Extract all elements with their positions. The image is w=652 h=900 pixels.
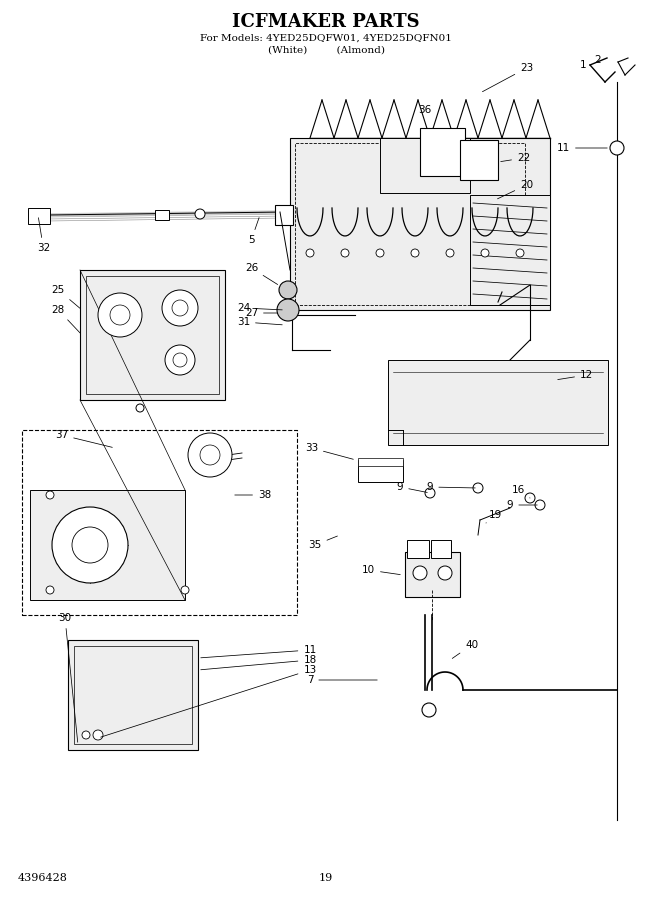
- Bar: [470, 195, 550, 305]
- Circle shape: [610, 141, 624, 155]
- Bar: [407, 540, 429, 558]
- Text: 1: 1: [580, 60, 586, 70]
- Circle shape: [277, 299, 299, 321]
- Circle shape: [72, 527, 108, 563]
- Bar: [405, 552, 460, 597]
- Circle shape: [200, 445, 220, 465]
- Text: 31: 31: [237, 317, 282, 327]
- Circle shape: [473, 483, 483, 493]
- Text: 19: 19: [319, 873, 333, 883]
- Circle shape: [110, 305, 130, 325]
- Circle shape: [172, 300, 188, 316]
- Text: 2: 2: [595, 55, 601, 65]
- Text: ICFMAKER PARTS: ICFMAKER PARTS: [232, 13, 420, 31]
- Text: 30: 30: [59, 613, 78, 742]
- Circle shape: [376, 249, 384, 257]
- Bar: [155, 210, 169, 220]
- Text: 28: 28: [52, 305, 80, 333]
- Bar: [290, 138, 550, 310]
- Bar: [80, 270, 225, 400]
- Circle shape: [411, 249, 419, 257]
- Bar: [86, 276, 219, 394]
- Text: 10: 10: [362, 565, 400, 575]
- Text: 7: 7: [306, 675, 378, 685]
- Circle shape: [525, 493, 535, 503]
- Text: 13: 13: [100, 665, 317, 737]
- Text: 37: 37: [55, 430, 112, 447]
- Text: 20: 20: [497, 180, 533, 199]
- Circle shape: [535, 500, 545, 510]
- Text: 5: 5: [248, 218, 259, 245]
- Text: 23: 23: [482, 63, 533, 92]
- Circle shape: [136, 404, 144, 412]
- Circle shape: [173, 353, 187, 367]
- Text: 33: 33: [304, 443, 353, 459]
- Bar: [74, 646, 192, 744]
- Text: For Models: 4YED25DQFW01, 4YED25DQFN01: For Models: 4YED25DQFW01, 4YED25DQFN01: [200, 33, 452, 42]
- Circle shape: [438, 566, 452, 580]
- Circle shape: [165, 345, 195, 375]
- Circle shape: [516, 249, 524, 257]
- Bar: [420, 128, 465, 176]
- Text: 27: 27: [244, 308, 277, 318]
- Bar: [28, 208, 50, 224]
- Text: 35: 35: [308, 536, 338, 550]
- Circle shape: [279, 281, 297, 299]
- Bar: [358, 458, 403, 466]
- Circle shape: [188, 433, 232, 477]
- Text: 22: 22: [501, 153, 530, 163]
- Bar: [68, 640, 198, 750]
- Circle shape: [46, 586, 54, 594]
- Circle shape: [195, 209, 205, 219]
- Circle shape: [425, 488, 435, 498]
- Text: 32: 32: [37, 218, 50, 253]
- Circle shape: [413, 566, 427, 580]
- Circle shape: [481, 249, 489, 257]
- Circle shape: [46, 491, 54, 499]
- Circle shape: [93, 730, 103, 740]
- Text: 18: 18: [201, 655, 317, 670]
- Circle shape: [181, 586, 189, 594]
- Bar: [275, 205, 293, 225]
- Circle shape: [341, 249, 349, 257]
- Text: 9: 9: [426, 482, 475, 492]
- Bar: [22, 430, 297, 615]
- Circle shape: [82, 731, 90, 739]
- Circle shape: [98, 293, 142, 337]
- Circle shape: [52, 507, 128, 583]
- Text: 19: 19: [486, 510, 501, 523]
- Bar: [460, 140, 498, 180]
- Polygon shape: [30, 490, 185, 600]
- Circle shape: [422, 703, 436, 717]
- Text: 25: 25: [52, 285, 80, 308]
- Text: 16: 16: [511, 485, 530, 498]
- Text: 38: 38: [235, 490, 271, 500]
- Text: 4396428: 4396428: [18, 873, 68, 883]
- Circle shape: [162, 290, 198, 326]
- Text: 9: 9: [507, 500, 537, 510]
- Text: 11: 11: [201, 645, 317, 658]
- Bar: [431, 540, 451, 558]
- Text: 12: 12: [557, 370, 593, 380]
- Text: 24: 24: [237, 303, 282, 313]
- Circle shape: [446, 249, 454, 257]
- Bar: [380, 138, 470, 193]
- Text: 36: 36: [419, 105, 432, 115]
- Text: (White)         (Almond): (White) (Almond): [267, 46, 385, 55]
- Text: 26: 26: [244, 263, 278, 284]
- Bar: [358, 460, 403, 482]
- Text: 40: 40: [452, 640, 478, 659]
- Text: 11: 11: [557, 143, 607, 153]
- Bar: [295, 143, 525, 305]
- Bar: [388, 360, 608, 445]
- Circle shape: [306, 249, 314, 257]
- Text: 9: 9: [396, 482, 427, 492]
